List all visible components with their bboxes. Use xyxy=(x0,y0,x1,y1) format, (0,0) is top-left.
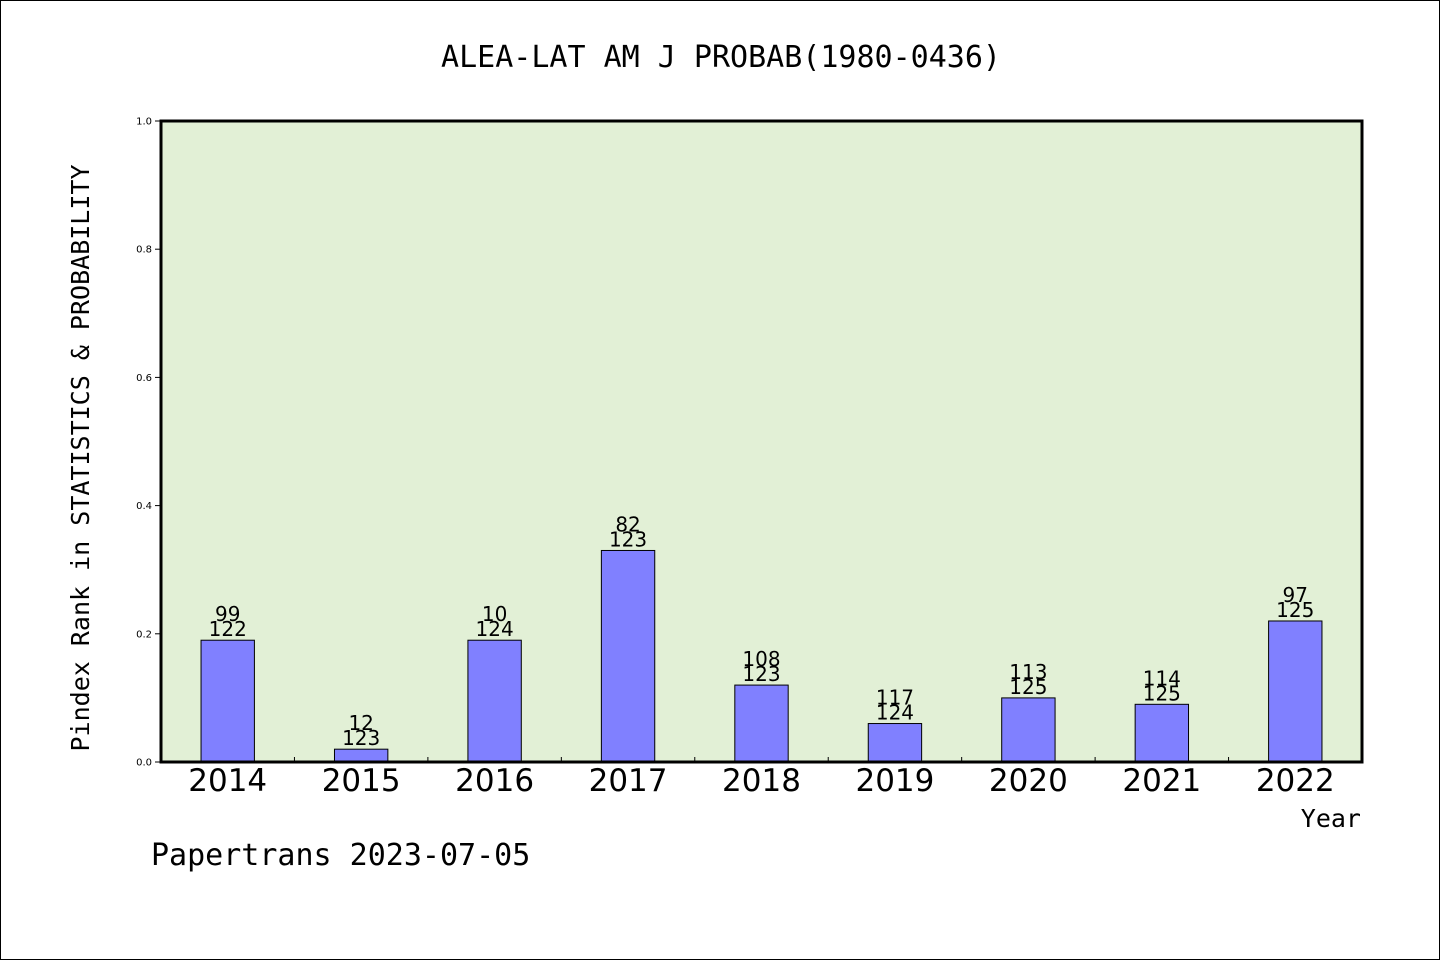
x-tick-label: 2022 xyxy=(1256,763,1335,799)
bar-total-label: 122 xyxy=(209,617,247,641)
x-tick-label: 2018 xyxy=(722,763,801,799)
x-tick-label: 2014 xyxy=(188,763,267,799)
x-tick-label: 2015 xyxy=(322,763,401,799)
y-tick-label: 0.0 xyxy=(136,758,152,769)
bar-rank-label: 117 xyxy=(876,686,914,710)
x-tick-label: 2016 xyxy=(455,763,534,799)
bar-total-label: 123 xyxy=(742,662,780,686)
bar-2019 xyxy=(867,723,923,763)
bars-group xyxy=(200,549,1323,763)
footer-text: Papertrans 2023-07-05 xyxy=(151,838,530,873)
bar-2020 xyxy=(1001,697,1056,763)
bar-2022 xyxy=(1268,620,1323,763)
bar-rank-label: 99 xyxy=(215,602,240,626)
y-tick-label: 0.6 xyxy=(136,373,152,384)
y-tick-label: 0.4 xyxy=(136,501,152,512)
bar-rank-label: 12 xyxy=(348,711,373,735)
bar-total-label: 125 xyxy=(1143,681,1181,705)
bar-total-label: 123 xyxy=(342,726,380,750)
bar-rank-label: 114 xyxy=(1143,666,1181,690)
bar-total-label: 124 xyxy=(476,617,514,641)
x-tick-label: 2017 xyxy=(589,763,668,799)
bar-total-label: 125 xyxy=(1009,675,1047,699)
bar-2016 xyxy=(467,639,522,763)
bar-total-label: 124 xyxy=(876,701,914,725)
x-tick-labels-group: 2014 2015 2016 2017 2018 2019 2020 2021 2022 xyxy=(188,763,1334,799)
bar-rank-label: 97 xyxy=(1283,583,1308,607)
bar-rank-label: 113 xyxy=(1009,660,1047,684)
bar-total-label: 123 xyxy=(609,527,647,551)
y-tick-label: 0.8 xyxy=(136,245,152,256)
x-tick-label: 2019 xyxy=(855,763,934,799)
y-axis-ticks: 0.0 0.2 0.4 0.6 0.8 1.0 xyxy=(136,117,161,769)
bar-2017 xyxy=(600,549,656,763)
bar-total-label: 125 xyxy=(1276,598,1314,622)
y-tick-label: 0.2 xyxy=(136,629,152,640)
bar-2015 xyxy=(333,748,389,763)
bar-2018 xyxy=(734,684,789,763)
bar-rank-label: 82 xyxy=(615,512,640,536)
x-axis-label: Year xyxy=(1301,804,1361,833)
plot-area xyxy=(161,121,1362,762)
bar-2021 xyxy=(1134,703,1190,763)
y-axis-label: Pindex Rank in STATISTICS & PROBABILITY xyxy=(66,165,95,752)
chart-title: ALEA-LAT AM J PROBAB(1980-0436) xyxy=(441,40,1001,75)
bar-2014 xyxy=(200,639,255,763)
bar-rank-label: 10 xyxy=(482,602,507,626)
x-tick-label: 2021 xyxy=(1122,763,1201,799)
y-tick-label: 1.0 xyxy=(136,117,152,128)
bar-rank-label: 108 xyxy=(742,647,780,671)
x-tick-label: 2020 xyxy=(989,763,1068,799)
plot-border xyxy=(159,119,1364,764)
